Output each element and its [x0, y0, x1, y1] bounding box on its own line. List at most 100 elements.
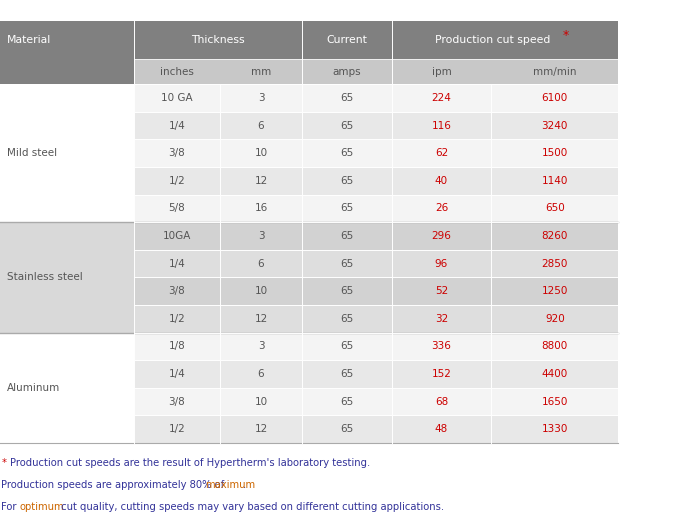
Bar: [302, 415, 392, 443]
Text: 1/2: 1/2: [168, 424, 185, 434]
Text: Production cut speed: Production cut speed: [435, 35, 550, 45]
Text: maximum: maximum: [205, 480, 256, 490]
Text: 3: 3: [258, 342, 264, 351]
Text: 62: 62: [435, 148, 448, 158]
Bar: [392, 21, 618, 59]
Text: 65: 65: [340, 148, 354, 158]
Bar: [134, 112, 220, 139]
Bar: [134, 84, 220, 112]
Text: 1330: 1330: [541, 424, 568, 434]
Bar: [302, 112, 392, 139]
Text: 3/8: 3/8: [168, 286, 185, 296]
Text: Material: Material: [7, 35, 51, 45]
Text: 1/4: 1/4: [168, 369, 185, 379]
Bar: [220, 84, 302, 112]
Bar: [134, 139, 220, 167]
Bar: [220, 112, 302, 139]
Text: 12: 12: [254, 314, 268, 324]
Text: 336: 336: [431, 342, 451, 351]
Bar: [302, 167, 392, 195]
Bar: [392, 250, 491, 278]
Text: Mild steel: Mild steel: [7, 148, 57, 158]
Text: 1/2: 1/2: [168, 314, 185, 324]
Bar: [302, 21, 392, 59]
Bar: [491, 195, 618, 222]
Bar: [392, 195, 491, 222]
Text: Current: Current: [326, 35, 368, 45]
Text: 65: 65: [340, 314, 354, 324]
Text: 3: 3: [258, 93, 264, 103]
Bar: [134, 21, 302, 59]
Bar: [392, 278, 491, 305]
Text: 1/8: 1/8: [168, 342, 185, 351]
Bar: [220, 415, 302, 443]
Bar: [392, 139, 491, 167]
Bar: [302, 305, 392, 333]
Bar: [0, 333, 134, 443]
Bar: [302, 139, 392, 167]
Text: 1/2: 1/2: [168, 176, 185, 186]
Bar: [302, 222, 392, 250]
Text: 8800: 8800: [541, 342, 568, 351]
Text: 65: 65: [340, 369, 354, 379]
Bar: [392, 167, 491, 195]
Text: 5/8: 5/8: [168, 203, 185, 213]
Bar: [491, 139, 618, 167]
Text: 48: 48: [435, 424, 448, 434]
Bar: [302, 333, 392, 360]
Text: 10GA: 10GA: [163, 231, 191, 241]
Bar: [392, 84, 491, 112]
Bar: [220, 59, 302, 84]
Text: 68: 68: [435, 397, 448, 407]
Bar: [220, 195, 302, 222]
Bar: [302, 84, 392, 112]
Bar: [134, 415, 220, 443]
Bar: [220, 333, 302, 360]
Bar: [392, 360, 491, 388]
Bar: [491, 167, 618, 195]
Bar: [220, 305, 302, 333]
Bar: [392, 415, 491, 443]
Text: 65: 65: [340, 397, 354, 407]
Bar: [220, 388, 302, 415]
Text: 3: 3: [258, 231, 264, 241]
Text: cut quality, cutting speeds may vary based on different cutting applications.: cut quality, cutting speeds may vary bas…: [58, 502, 444, 512]
Bar: [491, 360, 618, 388]
Bar: [392, 305, 491, 333]
Text: 6: 6: [258, 121, 264, 131]
Bar: [392, 333, 491, 360]
Text: 96: 96: [435, 259, 448, 268]
Bar: [134, 360, 220, 388]
Bar: [491, 388, 618, 415]
Bar: [134, 250, 220, 278]
Text: 65: 65: [340, 231, 354, 241]
Bar: [491, 305, 618, 333]
Text: 1140: 1140: [541, 176, 568, 186]
Bar: [392, 222, 491, 250]
Bar: [220, 222, 302, 250]
Bar: [0, 84, 134, 222]
Text: optimum: optimum: [20, 502, 65, 512]
Text: 2850: 2850: [541, 259, 568, 268]
Bar: [392, 112, 491, 139]
Text: 920: 920: [545, 314, 565, 324]
Text: 224: 224: [431, 93, 451, 103]
Bar: [302, 388, 392, 415]
Text: Stainless steel: Stainless steel: [7, 272, 82, 282]
Bar: [302, 59, 392, 84]
Bar: [302, 250, 392, 278]
Bar: [134, 388, 220, 415]
Bar: [220, 360, 302, 388]
Bar: [491, 250, 618, 278]
Text: Production cut speeds are the result of Hypertherm's laboratory testing.: Production cut speeds are the result of …: [10, 459, 370, 469]
Bar: [491, 415, 618, 443]
Text: Production speeds are approximately 80% of: Production speeds are approximately 80% …: [1, 480, 228, 490]
Text: 26: 26: [435, 203, 448, 213]
Text: For: For: [1, 502, 20, 512]
Bar: [392, 59, 491, 84]
Bar: [220, 167, 302, 195]
Text: 1500: 1500: [541, 148, 568, 158]
Text: mm/min: mm/min: [533, 67, 576, 77]
Text: 4400: 4400: [541, 369, 568, 379]
Bar: [220, 278, 302, 305]
